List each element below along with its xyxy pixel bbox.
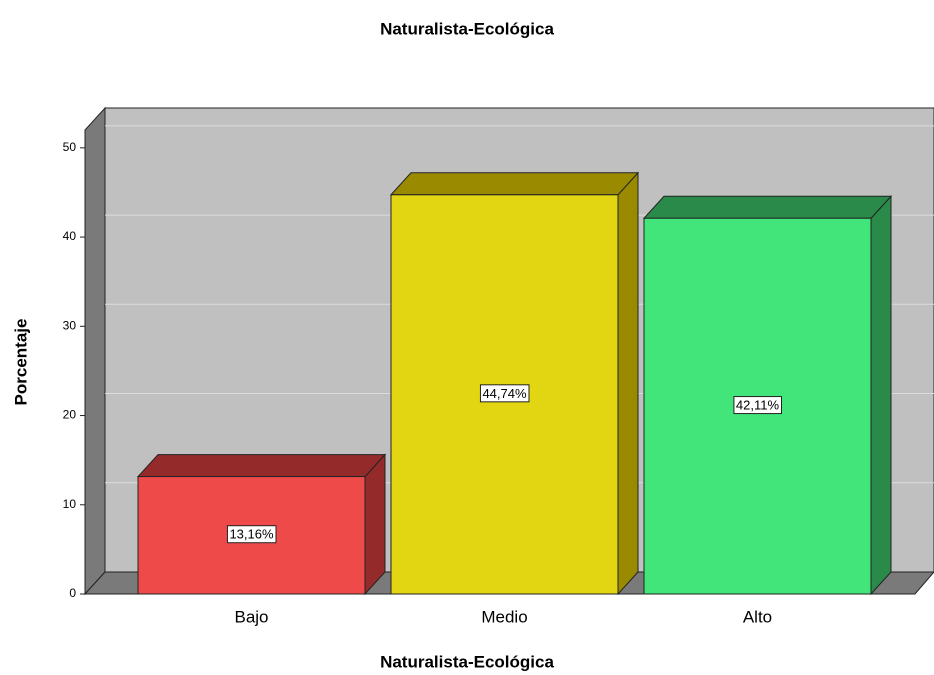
bar-side xyxy=(617,171,639,596)
value-label-box xyxy=(479,384,530,403)
bar-top xyxy=(642,195,893,219)
bar-top xyxy=(136,454,387,478)
value-label: 44,74% xyxy=(482,386,527,401)
value-label-box xyxy=(226,525,277,544)
value-label-box xyxy=(733,396,782,415)
x-axis-label: Naturalista-Ecológica xyxy=(380,652,554,671)
x-tick-label: Bajo xyxy=(234,607,268,626)
y-tick-label: 20 xyxy=(63,408,77,422)
bar-top xyxy=(389,172,640,196)
y-axis-label: Porcentaje xyxy=(11,319,30,406)
bar-side xyxy=(870,194,892,596)
y-tick-label: 0 xyxy=(69,586,76,600)
y-tick-label: 40 xyxy=(63,229,77,243)
y-tick-label: 50 xyxy=(63,140,77,154)
x-tick-label: Medio xyxy=(481,607,527,626)
y-tick-label: 10 xyxy=(63,497,77,511)
y-tick-label: 30 xyxy=(63,318,77,332)
chart-title: Naturalista-Ecológica xyxy=(380,19,554,38)
value-label: 13,16% xyxy=(229,527,274,542)
x-tick-label: Alto xyxy=(743,607,772,626)
bar-side xyxy=(364,453,386,596)
left-wall xyxy=(84,106,106,596)
value-label: 42,11% xyxy=(736,398,780,413)
